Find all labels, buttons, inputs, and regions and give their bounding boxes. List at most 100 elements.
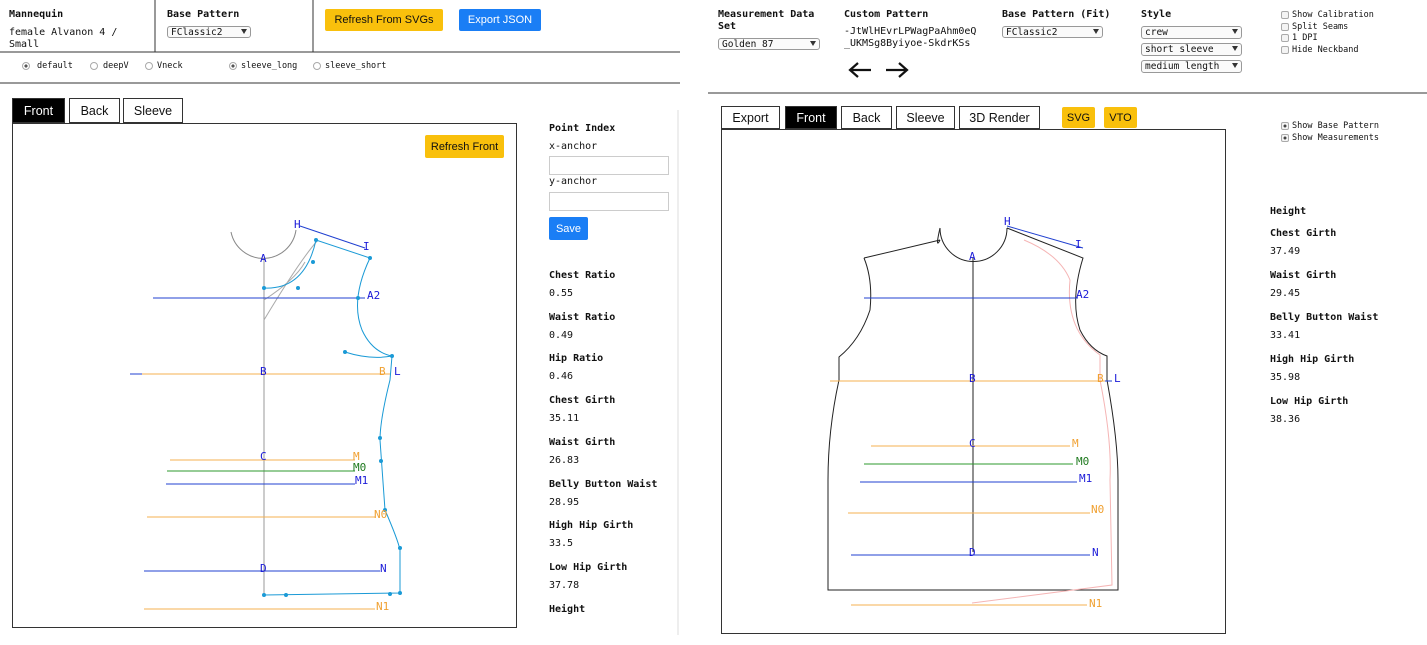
stat-value: 28.95	[549, 496, 580, 508]
point-label: I	[363, 240, 370, 253]
tab[interactable]: Back	[69, 98, 120, 123]
checkbox-label: Hide Neckband	[1292, 45, 1359, 56]
button[interactable]: VTO	[1104, 107, 1137, 128]
stat-label: Belly Button Waist	[549, 478, 658, 490]
checkbox[interactable]	[1281, 22, 1289, 31]
button[interactable]: Refresh Front	[425, 135, 504, 158]
point-label: N0	[374, 508, 387, 521]
radio[interactable]	[90, 62, 98, 70]
point-label: C	[969, 437, 976, 450]
stat-label: Chest Ratio	[549, 270, 616, 281]
label: Custom Pattern	[844, 9, 929, 20]
radio[interactable]	[229, 62, 237, 70]
tab[interactable]: Sleeve	[123, 98, 183, 123]
point-label: A2	[1076, 288, 1089, 301]
point-label: H	[1004, 215, 1011, 228]
point-label: B	[1097, 372, 1104, 385]
point-label: D	[969, 546, 976, 559]
point-label: M1	[355, 474, 368, 487]
nav-arrows[interactable]	[848, 62, 909, 78]
radio[interactable]	[145, 62, 153, 70]
stat-value: 37.78	[549, 579, 580, 591]
button[interactable]: Export JSON	[459, 9, 541, 31]
stat-label: Low Hip Girth	[1270, 395, 1349, 407]
radio-label: sleeve_short	[325, 61, 387, 71]
select[interactable]: FClassic2	[1002, 26, 1103, 38]
stat-label: Chest Girth	[549, 395, 616, 407]
button[interactable]: Refresh From SVGs	[325, 9, 443, 31]
value: female Alvanon 4 / Small	[9, 27, 118, 50]
point-label: M1	[1079, 472, 1092, 485]
stat-label: Low Hip Girth	[549, 561, 628, 573]
point-label: C	[260, 450, 267, 463]
checkbox[interactable]	[1281, 46, 1289, 55]
radio-label: deepV	[103, 61, 129, 71]
radio[interactable]	[22, 62, 30, 70]
checkbox[interactable]	[1281, 11, 1289, 19]
stat-value: 0.49	[549, 329, 574, 341]
point-label: N	[1092, 546, 1099, 559]
select[interactable]: medium length	[1141, 60, 1242, 73]
label: Base Pattern (Fit)	[1002, 9, 1111, 20]
point-label: N	[380, 562, 387, 575]
select[interactable]: FClassic2	[167, 26, 251, 38]
input[interactable]	[549, 192, 669, 211]
tab[interactable]: Front	[12, 98, 65, 123]
point-label: M0	[1076, 455, 1089, 468]
stat-value: 35.98	[1270, 371, 1301, 383]
point-label: H	[294, 218, 301, 231]
tab[interactable]: Back	[841, 106, 892, 129]
radio[interactable]	[313, 62, 321, 70]
point-label: B	[379, 365, 386, 378]
stat-value: 33.5	[549, 538, 574, 550]
stat-label: Belly Button Waist	[1270, 311, 1379, 323]
checkbox[interactable]	[1281, 34, 1289, 43]
point-label: M	[1072, 437, 1079, 450]
stat-value: 26.83	[549, 454, 580, 466]
point-label: A	[260, 252, 267, 265]
stat-value: 0.55	[549, 288, 574, 299]
point-label: A2	[367, 289, 380, 302]
stat-value: 29.45	[1270, 287, 1301, 299]
point-label: L	[394, 365, 401, 378]
left-pattern	[130, 225, 402, 610]
button[interactable]: SVG	[1062, 107, 1095, 128]
select[interactable]: Golden 87	[718, 38, 820, 50]
point-label: N1	[1089, 597, 1102, 610]
point-label: L	[1114, 372, 1121, 385]
button[interactable]: Save	[549, 217, 588, 240]
label: Mannequin	[9, 9, 64, 20]
label: Measurement Data Set	[718, 9, 815, 32]
stat-label: Waist Ratio	[549, 311, 616, 323]
point-label: B	[969, 372, 976, 385]
stat-value: 37.49	[1270, 246, 1301, 257]
label: Style	[1141, 9, 1172, 20]
stat-label: High Hip Girth	[1270, 353, 1355, 365]
tab[interactable]: Front	[785, 106, 837, 129]
label: y-anchor	[549, 176, 598, 187]
stat-label: Hip Ratio	[549, 353, 604, 365]
checkbox[interactable]	[1281, 134, 1289, 142]
stat-label: Height	[549, 603, 586, 615]
right-pattern	[827, 225, 1119, 606]
stat-value: 38.36	[1270, 413, 1301, 425]
tab[interactable]: Export	[721, 106, 780, 129]
checkbox-label: Show Base Pattern	[1292, 121, 1379, 131]
select[interactable]: crew	[1141, 26, 1242, 39]
radio-label: default	[37, 61, 73, 71]
checkbox-label: Show Measurements	[1292, 133, 1379, 143]
point-label: M	[353, 450, 360, 463]
select[interactable]: short sleeve	[1141, 43, 1242, 56]
tab[interactable]: 3D Render	[959, 106, 1040, 129]
stat-label: Height	[1270, 206, 1307, 217]
stat-label: Chest Girth	[1270, 228, 1337, 239]
radio-label: sleeve_long	[241, 61, 298, 71]
tab[interactable]: Sleeve	[896, 106, 955, 129]
input[interactable]	[549, 156, 669, 175]
checkbox-label: Split Seams	[1292, 21, 1349, 32]
checkbox[interactable]	[1281, 122, 1289, 130]
stat-label: Waist Girth	[549, 436, 616, 448]
point-label: I	[1075, 238, 1082, 251]
